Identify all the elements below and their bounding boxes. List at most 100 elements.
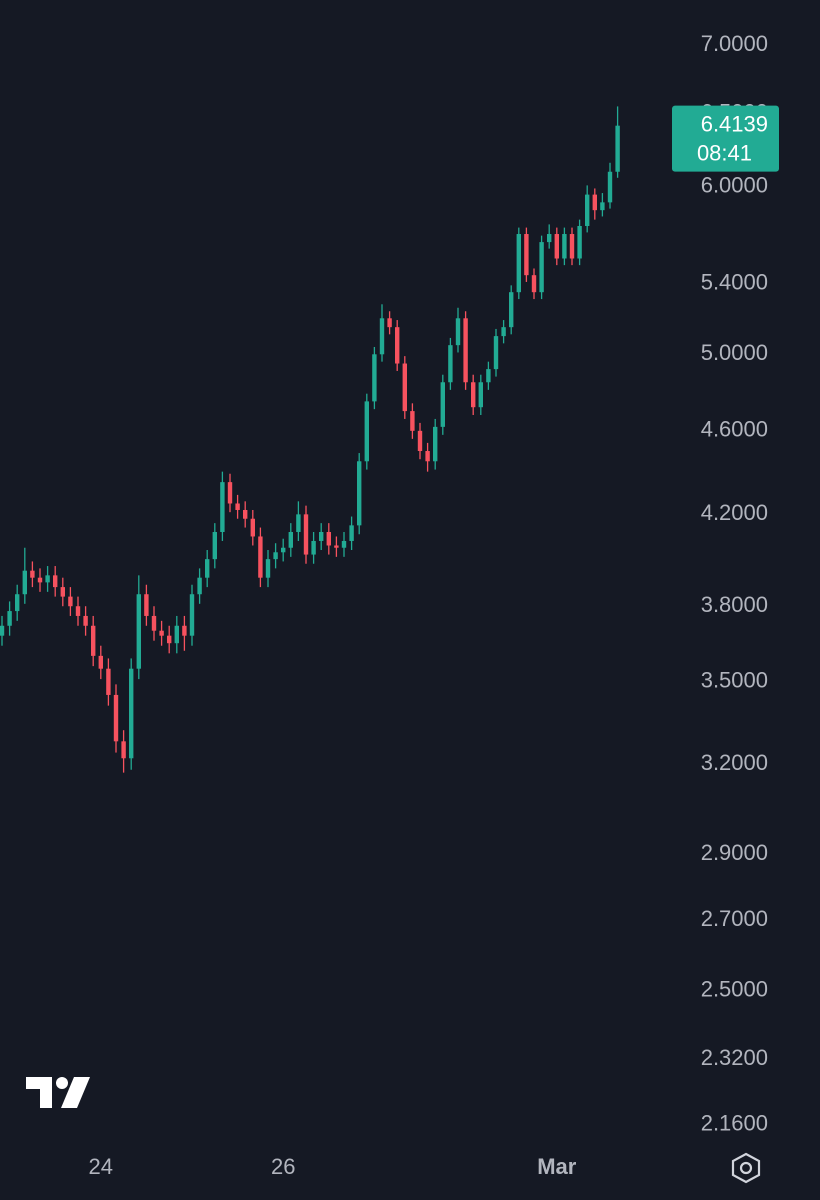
candle-body — [121, 741, 126, 759]
candle-body — [243, 509, 248, 519]
settings-icon-center[interactable] — [739, 1161, 753, 1175]
candle-body — [98, 655, 103, 669]
candle-body — [258, 536, 263, 578]
candle-body — [531, 275, 537, 293]
candle-body — [106, 668, 111, 695]
candle-body — [463, 318, 468, 383]
candle-body — [227, 482, 233, 504]
candle-body — [197, 577, 202, 595]
candle-body — [493, 336, 499, 370]
y-tick-label: 2.5000 — [701, 976, 768, 1001]
candle-body — [577, 225, 582, 259]
logo-part — [26, 1077, 52, 1108]
candle-body — [341, 540, 347, 548]
candle-body — [303, 514, 309, 555]
candle-body — [478, 382, 483, 408]
candle-body — [151, 615, 157, 631]
candle-body — [182, 625, 187, 636]
candle-body — [455, 318, 461, 346]
candle-body — [22, 570, 27, 595]
candle-body — [433, 426, 438, 462]
candle-body — [402, 363, 407, 412]
candle-body — [75, 606, 81, 616]
candle-body — [554, 234, 559, 259]
settings-button[interactable] — [731, 1152, 761, 1184]
candle-body — [592, 194, 597, 211]
y-tick-label: 5.0000 — [701, 340, 768, 365]
candle-body — [296, 514, 301, 533]
candle-body — [273, 552, 278, 560]
candle-body — [205, 559, 210, 578]
candle-body — [167, 635, 172, 644]
candle-body — [448, 345, 453, 383]
candle-body — [334, 545, 339, 548]
candle-body — [0, 625, 5, 636]
y-tick-label: 2.9000 — [701, 840, 768, 865]
candle-body — [569, 234, 575, 259]
candle-body — [471, 382, 476, 408]
candle-body — [91, 625, 96, 656]
candle-body — [220, 482, 225, 533]
y-tick-label: 5.4000 — [701, 269, 768, 294]
last-price-badge — [672, 105, 779, 172]
candle-body — [159, 630, 164, 636]
candle-body — [585, 194, 590, 226]
candle-body — [357, 461, 362, 526]
candle-body — [30, 570, 35, 578]
candle-body — [440, 382, 445, 427]
candle-body — [212, 532, 217, 560]
candle-body — [113, 694, 119, 742]
candle-body — [425, 451, 430, 462]
settings-icon[interactable] — [731, 1152, 761, 1184]
candle-body — [265, 559, 271, 578]
y-tick-label: 2.3200 — [701, 1045, 768, 1070]
candle-body — [509, 292, 514, 328]
candle-body — [395, 327, 400, 364]
candle-body — [15, 594, 20, 612]
candle-body — [364, 401, 369, 462]
candle-body — [615, 125, 620, 172]
y-tick-label: 3.2000 — [701, 750, 768, 775]
candle-body — [288, 532, 293, 548]
candle-body — [524, 234, 529, 276]
y-tick-label: 7.0000 — [701, 31, 768, 56]
candle-body — [311, 540, 316, 555]
candle-body — [372, 354, 377, 402]
logo — [26, 1077, 90, 1108]
candle-body — [387, 318, 392, 328]
candle-body — [250, 518, 255, 537]
logo-part — [56, 1077, 68, 1089]
candle-body — [326, 532, 331, 546]
y-tick-label: 6.0000 — [701, 173, 768, 198]
candle-body — [136, 594, 141, 669]
countdown-label: 08:41 — [697, 140, 752, 165]
candle-body — [486, 369, 491, 383]
candle-body — [516, 234, 521, 293]
candle-body — [53, 575, 58, 588]
y-tick-label: 4.2000 — [701, 500, 768, 525]
candle-body — [60, 587, 65, 597]
candle-body — [7, 611, 12, 626]
last-price-label: 6.4139 — [701, 111, 768, 136]
candle-body — [562, 234, 567, 259]
candle-body — [410, 411, 415, 431]
y-tick-label: 3.8000 — [701, 592, 768, 617]
candle-body — [547, 234, 552, 243]
candle-body — [539, 242, 544, 293]
candle-body — [349, 525, 354, 541]
candle-body — [319, 532, 324, 541]
x-tick-label: 24 — [89, 1154, 113, 1179]
candle-body — [83, 615, 88, 626]
candle-body — [600, 202, 605, 211]
candle-body — [45, 575, 50, 583]
y-tick-label: 3.5000 — [701, 668, 768, 693]
x-tick-label: Mar — [537, 1154, 577, 1179]
candle-body — [235, 503, 240, 510]
plot-area: 7.00006.50006.00005.40005.00004.60004.20… — [0, 31, 779, 1179]
candle-body — [607, 171, 613, 203]
y-tick-label: 2.1600 — [701, 1111, 768, 1136]
candle-body — [68, 596, 73, 607]
